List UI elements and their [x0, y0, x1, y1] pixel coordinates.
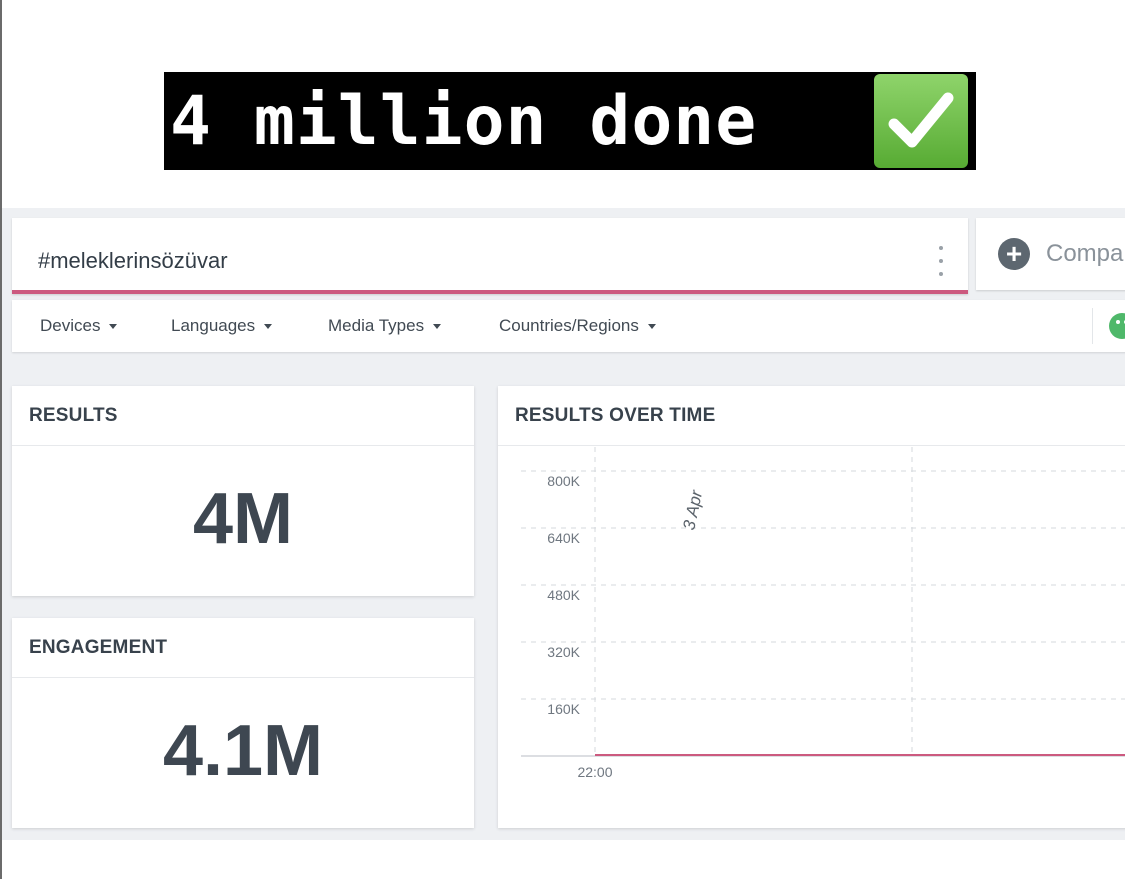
analytics-dashboard: #meleklerinsözüvar + Compa Devices Langu…: [2, 208, 1125, 840]
filter-devices[interactable]: Devices: [40, 316, 118, 336]
filter-label: Countries/Regions: [499, 316, 639, 335]
caret-down-icon: [433, 323, 442, 329]
check-mark-icon: [874, 74, 968, 168]
caret-down-icon: [264, 323, 273, 329]
filter-label: Media Types: [328, 316, 425, 335]
y-tick-label: 800K: [547, 473, 580, 489]
query-underline: [12, 290, 968, 294]
x-tick-label: 22:00: [577, 764, 612, 780]
caret-down-icon: [109, 323, 118, 329]
results-over-time-chart: 800K 640K 480K 320K 160K 22:00 3 Apr: [521, 447, 1125, 780]
sentiment-icon[interactable]: [1109, 313, 1125, 339]
y-tick-label: 160K: [547, 701, 580, 717]
y-tick-label: 640K: [547, 530, 580, 546]
y-tick-label: 320K: [547, 644, 580, 660]
results-title: RESULTS: [12, 386, 474, 446]
filter-media-types[interactable]: Media Types: [328, 316, 442, 336]
search-query-text[interactable]: #meleklerinsözüvar: [38, 248, 228, 273]
search-query-box[interactable]: #meleklerinsözüvar: [12, 218, 968, 294]
date-annotation: 3 Apr: [679, 487, 706, 531]
compare-button[interactable]: + Compa: [976, 218, 1125, 290]
results-over-time-card: RESULTS OVER TIME 800K 640K 480K 320K 160K 22…: [498, 386, 1125, 828]
filter-label: Languages: [171, 316, 256, 335]
caret-down-icon: [647, 323, 656, 329]
y-tick-label: 480K: [547, 587, 580, 603]
engagement-title: ENGAGEMENT: [12, 618, 474, 678]
filter-bar: Devices Languages Media Types Countries/…: [12, 300, 1125, 352]
more-options-icon[interactable]: [936, 246, 946, 276]
engagement-card: ENGAGEMENT 4.1M: [12, 618, 474, 828]
compare-label: Compa: [1046, 240, 1124, 267]
engagement-value: 4.1M: [162, 711, 324, 791]
chart-title: RESULTS OVER TIME: [498, 386, 1125, 446]
title-banner: 4 million done: [164, 72, 976, 170]
filter-countries-regions[interactable]: Countries/Regions: [499, 316, 656, 336]
banner-text: 4 million done: [170, 81, 758, 161]
filter-languages[interactable]: Languages: [171, 316, 273, 336]
filter-divider: [1092, 308, 1093, 344]
plus-circle-icon: +: [998, 238, 1030, 270]
results-value: 4M: [192, 479, 294, 559]
results-card: RESULTS 4M: [12, 386, 474, 596]
filter-label: Devices: [40, 316, 101, 335]
